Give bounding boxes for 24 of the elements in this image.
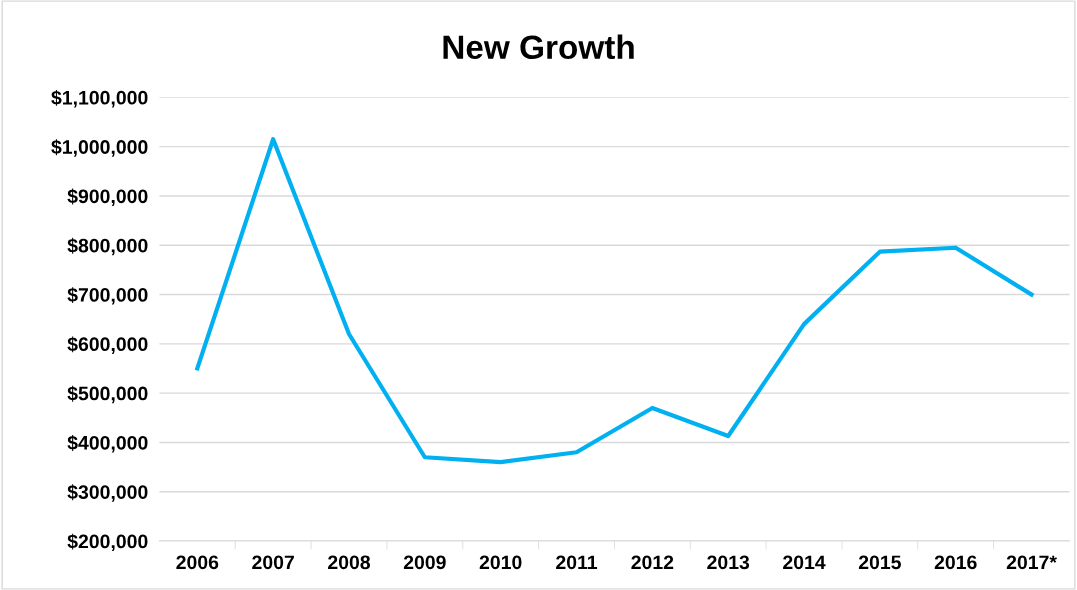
y-tick-label: $500,000 [67, 385, 148, 404]
x-tick-label: 2017* [1006, 555, 1057, 570]
x-tick-label: 2009 [403, 555, 446, 570]
x-tick-label: 2015 [858, 555, 901, 570]
x-tick-label: 2016 [934, 555, 977, 570]
x-tick-label: 2008 [328, 555, 371, 570]
y-tick-label: $300,000 [67, 484, 148, 502]
y-tick-label: $700,000 [67, 287, 148, 305]
line-series [195, 137, 1034, 465]
y-tick-label: $600,000 [67, 336, 148, 354]
y-tick-label: $800,000 [67, 237, 148, 256]
x-tick-label: 2013 [707, 555, 750, 570]
y-tick-label: $400,000 [67, 435, 148, 453]
chart-title: New Growth [443, 34, 634, 60]
y-tick-label: $1,100,000 [51, 89, 148, 108]
x-tick-label: 2011 [556, 555, 598, 570]
y-tick-label: $1,000,000 [51, 139, 148, 157]
x-tick-label: 2006 [176, 555, 219, 570]
x-tick-label: 2014 [783, 555, 826, 570]
y-tick-label: $900,000 [67, 188, 148, 206]
x-tick-label: 2007 [252, 555, 294, 570]
x-tick-label: 2012 [631, 555, 674, 570]
y-tick-label: $200,000 [67, 533, 148, 552]
x-tick-label: 2010 [479, 555, 522, 570]
